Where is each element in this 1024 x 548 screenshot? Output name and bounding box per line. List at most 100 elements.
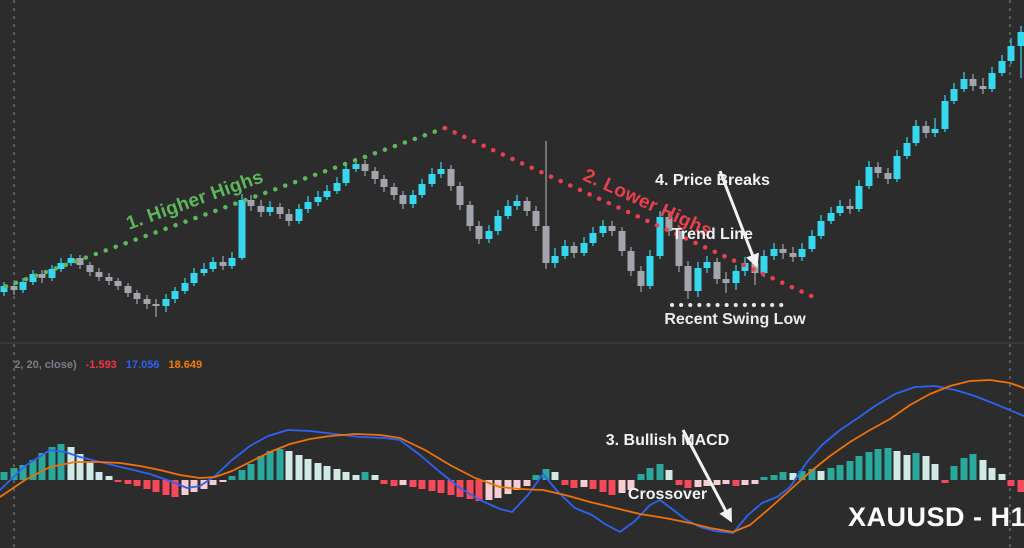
macd-histogram-bar bbox=[646, 468, 654, 480]
macd-histogram-bar bbox=[266, 451, 274, 480]
symbol-timeframe-watermark: XAUUSD - H1 bbox=[848, 502, 1024, 532]
macd-histogram-bar bbox=[922, 456, 930, 480]
macd-histogram-bar bbox=[665, 470, 673, 480]
macd-histogram-bar bbox=[722, 480, 730, 484]
macd-histogram-bar bbox=[190, 480, 198, 492]
candle-body bbox=[247, 200, 255, 206]
macd-status-line: 2, 20, close) -1.593 17.056 18.649 bbox=[2, 347, 211, 384]
macd-histogram-bar bbox=[361, 472, 369, 480]
macd-histogram-bar bbox=[409, 480, 417, 487]
candle-body bbox=[114, 281, 122, 286]
candle-body bbox=[361, 164, 369, 171]
candle-body bbox=[646, 256, 654, 286]
macd-histogram-bar bbox=[589, 480, 597, 489]
candle-body bbox=[0, 286, 8, 292]
candle-body bbox=[637, 271, 645, 286]
macd-histogram-bar bbox=[827, 468, 835, 480]
macd-histogram-bar bbox=[513, 480, 521, 490]
candle-body bbox=[67, 258, 75, 263]
price-breaks-label: 4. Price Breaks Trend Line bbox=[630, 136, 795, 279]
macd-histogram-bar bbox=[523, 480, 531, 486]
candle-body bbox=[532, 211, 540, 226]
candle-body bbox=[209, 262, 217, 269]
candle-body bbox=[874, 167, 882, 173]
macd-histogram-bar bbox=[437, 480, 445, 493]
candle-body bbox=[570, 246, 578, 253]
macd-histogram-bar bbox=[352, 475, 360, 480]
candle-body bbox=[627, 251, 635, 271]
candle-body bbox=[846, 206, 854, 209]
macd-histogram-bar bbox=[770, 475, 778, 480]
candle-body bbox=[314, 197, 322, 202]
candle-body bbox=[238, 200, 246, 258]
candle-body bbox=[998, 61, 1006, 73]
macd-histogram-bar bbox=[19, 465, 27, 480]
macd-histogram-bar bbox=[428, 480, 436, 491]
macd-histogram-bar bbox=[86, 462, 94, 480]
candle-body bbox=[228, 258, 236, 266]
candle-body bbox=[713, 262, 721, 279]
candle-body bbox=[162, 299, 170, 306]
macd-histogram-bar bbox=[580, 480, 588, 487]
macd-histogram-bar bbox=[808, 469, 816, 480]
candle-body bbox=[447, 169, 455, 186]
macd-histogram-bar bbox=[76, 454, 84, 480]
macd-histogram-bar bbox=[399, 480, 407, 485]
macd-histogram-bar bbox=[124, 480, 132, 484]
macd-histogram-bar bbox=[893, 451, 901, 480]
candle-body bbox=[29, 274, 37, 282]
candle-body bbox=[152, 304, 160, 306]
candle-body bbox=[428, 174, 436, 184]
macd-histogram-bar bbox=[779, 472, 787, 480]
candle-body bbox=[817, 221, 825, 236]
macd-histogram-bar bbox=[1007, 480, 1015, 486]
macd-value-hist: -1.593 bbox=[85, 359, 117, 372]
macd-histogram-bar bbox=[608, 480, 616, 495]
macd-line bbox=[0, 385, 1024, 534]
macd-histogram-bar bbox=[133, 480, 141, 486]
candle-body bbox=[352, 164, 360, 169]
macd-histogram-bar bbox=[257, 456, 265, 480]
candle-body bbox=[219, 262, 227, 266]
recent-swing-low-label: Recent Swing Low bbox=[664, 311, 806, 328]
candle-body bbox=[513, 201, 521, 206]
macd-histogram-bar bbox=[162, 480, 170, 495]
macd-histogram-bar bbox=[475, 480, 483, 501]
candle-body bbox=[323, 191, 331, 197]
candle-body bbox=[95, 272, 103, 277]
macd-histogram-bar bbox=[418, 480, 426, 489]
candle-body bbox=[941, 101, 949, 129]
candle-body bbox=[580, 243, 588, 253]
candle-body bbox=[855, 186, 863, 209]
candle-body bbox=[798, 249, 806, 257]
macd-histogram-bar bbox=[760, 477, 768, 480]
candle-body bbox=[884, 173, 892, 179]
macd-histogram-bar bbox=[1017, 480, 1024, 492]
candle-body bbox=[57, 263, 65, 269]
macd-histogram-bar bbox=[447, 480, 455, 495]
macd-histogram-bar bbox=[29, 460, 37, 480]
price-breaks-line2: Trend Line bbox=[672, 225, 753, 243]
candle-body bbox=[950, 89, 958, 101]
macd-histogram-bar bbox=[741, 480, 749, 485]
candle-body bbox=[105, 277, 113, 281]
macd-histogram-bar bbox=[95, 472, 103, 480]
candle-body bbox=[475, 226, 483, 239]
macd-histogram-bar bbox=[789, 473, 797, 480]
macd-histogram-bar bbox=[561, 480, 569, 485]
macd-histogram-bar bbox=[314, 463, 322, 480]
candle-body bbox=[76, 258, 84, 265]
candle-body bbox=[912, 126, 920, 143]
candle-body bbox=[1017, 32, 1024, 46]
candle-body bbox=[143, 299, 151, 304]
macd-histogram-bar bbox=[276, 449, 284, 480]
candle-body bbox=[19, 282, 27, 290]
trendlines bbox=[0, 125, 823, 307]
candle-body bbox=[390, 187, 398, 195]
candle-body bbox=[86, 265, 94, 272]
macd-histogram-bar bbox=[988, 468, 996, 480]
macd-histogram-bar bbox=[285, 451, 293, 480]
candle-body bbox=[665, 217, 673, 231]
